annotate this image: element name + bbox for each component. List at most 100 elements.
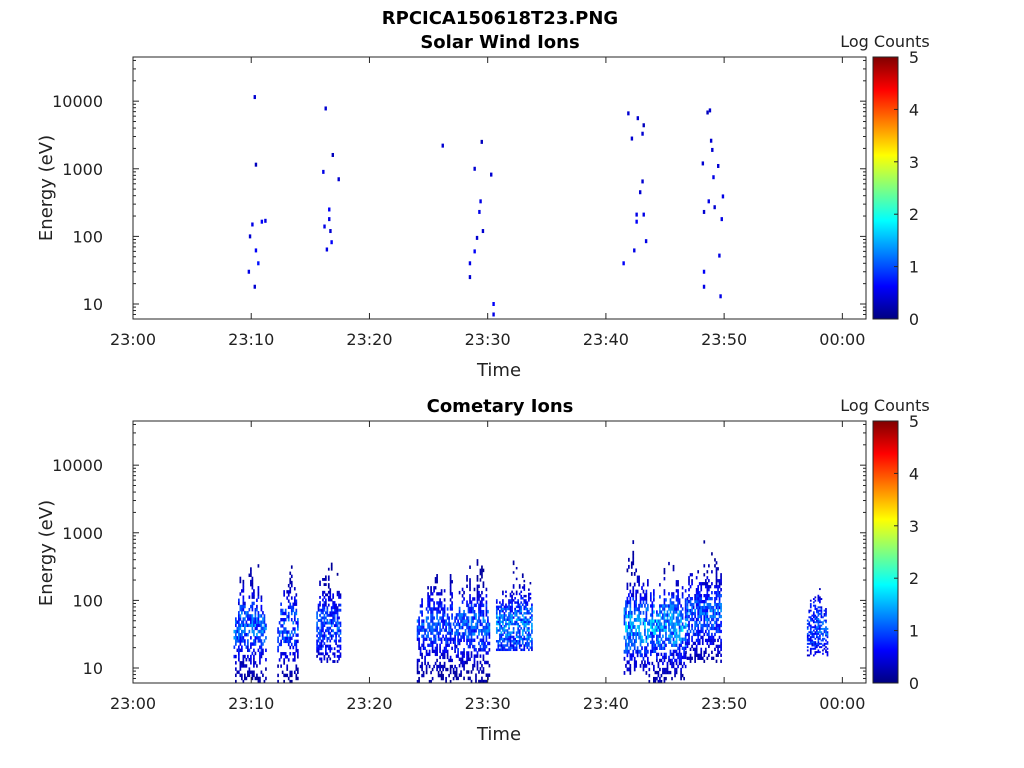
energy-bin — [500, 642, 503, 645]
energy-bin — [626, 586, 629, 590]
energy-bin — [433, 649, 435, 654]
energy-bin — [233, 645, 236, 649]
energy-bin — [660, 628, 663, 632]
energy-bin — [478, 670, 480, 674]
energy-bin — [521, 629, 524, 632]
energy-bin — [250, 567, 252, 571]
energy-bin — [251, 582, 254, 587]
energy-bin — [825, 609, 827, 612]
energy-bin — [694, 611, 696, 616]
energy-bin — [470, 638, 473, 643]
energy-bin — [251, 670, 254, 674]
energy-bin — [424, 655, 426, 660]
energy-bin — [500, 627, 503, 630]
energy-bin — [416, 661, 419, 666]
energy-bin — [469, 625, 471, 630]
energy-bin — [257, 636, 260, 640]
energy-bin — [641, 639, 643, 644]
energy-bin — [511, 597, 513, 600]
energy-bin — [256, 673, 258, 678]
energy-bin — [458, 590, 461, 595]
energy-bin — [478, 648, 480, 652]
energy-bin — [648, 679, 651, 684]
energy-bin — [458, 663, 461, 668]
energy-bin — [711, 552, 713, 556]
energy-bin — [526, 644, 529, 647]
energy-bin — [253, 654, 255, 659]
energy-bin — [691, 573, 693, 577]
energy-bin — [443, 604, 446, 608]
energy-bin — [236, 626, 239, 631]
energy-bin — [482, 641, 485, 646]
energy-bin — [512, 586, 515, 589]
energy-bin — [644, 603, 646, 608]
energy-bin — [517, 640, 520, 643]
energy-bin — [335, 634, 337, 638]
energy-bin — [678, 637, 681, 641]
energy-bin — [287, 642, 290, 647]
energy-bin — [808, 622, 811, 625]
energy-bin — [712, 617, 715, 622]
energy-bin — [659, 676, 661, 681]
energy-bin — [677, 601, 679, 605]
energy-bin — [711, 650, 713, 654]
energy-bin — [445, 646, 447, 651]
energy-bin — [286, 633, 289, 637]
energy-bin — [651, 631, 654, 635]
energy-bin — [469, 638, 471, 643]
energy-bin — [485, 635, 488, 639]
energy-bin — [332, 660, 335, 663]
energy-bin — [819, 631, 821, 634]
energy-bin — [487, 629, 489, 633]
energy-bin — [528, 629, 530, 632]
energy-bin — [485, 644, 488, 649]
energy-bin — [709, 641, 712, 646]
energy-bin — [688, 641, 690, 646]
energy-bin — [508, 648, 510, 652]
energy-bin — [506, 633, 509, 637]
energy-bin — [706, 570, 709, 574]
energy-bin — [499, 601, 501, 604]
energy-bin — [317, 619, 320, 622]
energy-bin — [472, 632, 474, 636]
energy-bin — [508, 624, 510, 628]
energy-bin — [329, 626, 332, 630]
energy-bin — [825, 631, 827, 634]
energy-bin — [642, 610, 645, 615]
energy-bin — [461, 619, 464, 623]
energy-bin — [476, 594, 479, 598]
energy-bin — [823, 612, 826, 615]
energy-bin — [469, 578, 471, 582]
energy-bin — [320, 626, 323, 630]
energy-bin — [460, 638, 462, 643]
energy-bin — [633, 248, 636, 253]
energy-bin — [254, 676, 257, 681]
energy-bin — [649, 634, 652, 638]
energy-bin — [711, 596, 713, 601]
energy-bin — [677, 583, 679, 587]
energy-bin — [709, 638, 712, 643]
energy-bin — [711, 641, 713, 646]
energy-bin — [704, 608, 707, 613]
energy-bin — [442, 655, 444, 660]
energy-bin — [635, 219, 638, 224]
energy-bin — [472, 629, 474, 633]
energy-bin — [644, 617, 646, 622]
energy-bin — [675, 589, 678, 593]
energy-bin — [688, 614, 690, 619]
energy-bin — [717, 567, 719, 571]
energy-bin — [339, 639, 342, 643]
energy-bin — [460, 673, 462, 677]
energy-bin — [484, 625, 486, 630]
energy-bin — [457, 622, 459, 627]
energy-bin — [419, 646, 422, 651]
energy-bin — [657, 613, 660, 617]
energy-bin — [443, 646, 446, 651]
energy-bin — [338, 629, 340, 633]
energy-bin — [488, 635, 491, 639]
energy-bin — [319, 583, 321, 587]
energy-bin — [817, 631, 820, 634]
energy-bin — [332, 606, 335, 610]
energy-bin — [704, 647, 707, 652]
energy-bin — [425, 649, 428, 654]
